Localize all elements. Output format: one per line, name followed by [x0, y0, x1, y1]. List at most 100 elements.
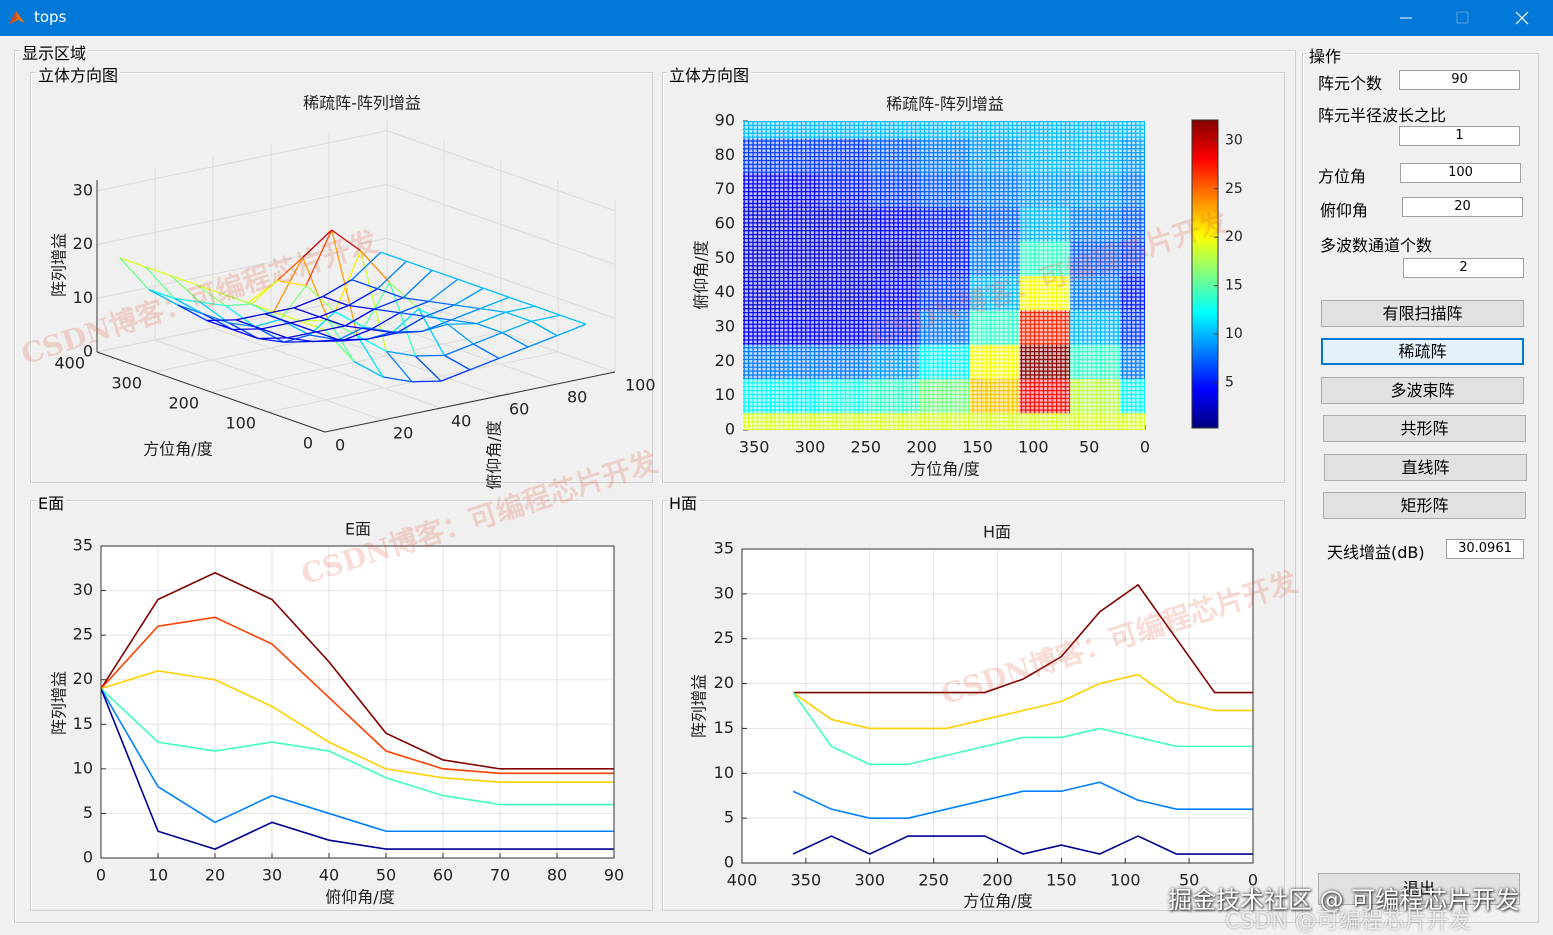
mesh-edge	[402, 269, 433, 299]
colorbar-tick-label: 10	[1225, 326, 1243, 342]
button[interactable]: 多波束阵	[1321, 377, 1524, 404]
mesh-edge	[505, 311, 532, 322]
y-tick-label: 20	[714, 673, 734, 692]
mesh-edge	[454, 287, 484, 306]
mesh-edge	[370, 312, 401, 331]
text-input[interactable]: 2	[1403, 258, 1524, 278]
x-tick-label: 10	[148, 866, 168, 885]
mesh-edge	[280, 318, 310, 336]
y-tick-label: 35	[714, 539, 734, 558]
mesh-edge	[380, 251, 407, 262]
y-tick-label: 100	[625, 376, 656, 395]
colorbar	[1191, 119, 1219, 429]
mesh-edge	[196, 284, 223, 295]
series-line	[100, 616, 614, 775]
mesh-edge	[473, 343, 500, 359]
mesh-edge	[374, 308, 400, 314]
text-input[interactable]: 100	[1400, 163, 1521, 183]
mesh-edge	[483, 287, 510, 298]
y-tick-label: 25	[714, 628, 734, 647]
text-input[interactable]: 90	[1399, 70, 1520, 90]
z-axis-label: 阵列增益	[50, 233, 69, 297]
y-tick-label: 60	[509, 400, 529, 419]
mesh-edge	[396, 315, 426, 334]
mesh-edge	[322, 295, 349, 307]
series-line	[100, 669, 614, 784]
z-tick-label: 30	[73, 180, 93, 199]
mesh-edge	[357, 335, 387, 352]
exit-button[interactable]: 退出	[1318, 873, 1520, 905]
mesh-edge	[351, 251, 382, 281]
mesh-edge	[505, 305, 535, 313]
series-line	[100, 571, 614, 770]
grid-line	[96, 184, 388, 245]
mesh-edge	[411, 380, 442, 383]
button[interactable]: 共形阵	[1323, 415, 1526, 442]
mesh-edge	[415, 354, 445, 357]
mesh-edge	[200, 301, 226, 307]
mesh-edge	[531, 314, 561, 322]
text-input[interactable]: 1	[1399, 126, 1520, 146]
grid-line	[96, 130, 388, 192]
mesh-edge	[232, 328, 259, 340]
mesh-edge	[225, 305, 256, 328]
mesh-edge	[560, 314, 587, 325]
mesh-edge	[373, 297, 404, 310]
mesh-edge	[351, 279, 378, 290]
y-tick-label: 20	[393, 424, 413, 443]
x-tick-label: 90	[604, 866, 624, 885]
x-axis-label: 方位角/度	[143, 440, 212, 459]
chart-title: H面	[983, 523, 1011, 542]
button[interactable]: 稀疏阵	[1321, 338, 1524, 365]
mesh-edge	[261, 322, 291, 330]
x-tick-label: 250	[918, 871, 949, 890]
text-input[interactable]: 20	[1402, 197, 1523, 217]
series-line	[100, 688, 614, 833]
window-buttons[interactable]	[1390, 0, 1553, 36]
y-tick-label: 0	[725, 420, 735, 439]
mesh-edge	[250, 280, 278, 305]
field-label: 阵元半径波长之比	[1318, 106, 1447, 125]
mesh-edge	[290, 316, 320, 324]
mesh-edge	[177, 304, 204, 315]
mesh-edge	[444, 354, 471, 371]
y-tick-label: 50	[715, 248, 735, 267]
mesh-edge	[203, 313, 230, 324]
button[interactable]: 直线阵	[1324, 454, 1527, 481]
x-tick-label: 300	[111, 374, 142, 393]
title-bar: tops	[0, 0, 1553, 36]
mesh-edge	[276, 280, 307, 287]
panel-title: 立体方向图	[667, 62, 752, 86]
mesh-edge	[309, 334, 339, 341]
mesh-edge	[148, 288, 175, 300]
mesh-edge	[290, 322, 317, 333]
mesh-edge	[479, 307, 506, 313]
gain-label: 天线增益(dB)	[1327, 543, 1425, 562]
button[interactable]: 矩形阵	[1323, 492, 1526, 519]
mesh-edge	[396, 330, 423, 334]
field-label: 阵元个数	[1318, 74, 1383, 93]
grid-line	[154, 339, 384, 421]
mesh-edge	[406, 260, 433, 271]
mesh-edge	[299, 319, 329, 322]
mesh-edge	[367, 332, 397, 340]
plot-frame	[741, 548, 1254, 864]
x-tick-label: 40	[319, 866, 339, 885]
y-tick-label: 30	[715, 317, 735, 336]
y-tick-label: 80	[567, 388, 587, 407]
group-title: 操作	[1307, 43, 1344, 67]
mesh-edge	[302, 257, 329, 321]
mesh-edge	[389, 282, 420, 310]
mesh-edge	[440, 369, 471, 382]
x-axis-label: 俯仰角/度	[325, 888, 394, 907]
colorbar-tick-label: 5	[1225, 374, 1234, 390]
mesh-edge	[315, 331, 342, 342]
mesh-edge	[469, 357, 500, 371]
mesh-edge	[225, 303, 252, 307]
x-tick-label: 50	[1079, 438, 1099, 457]
mesh-edge	[170, 275, 201, 303]
mesh-edge	[473, 332, 503, 345]
button[interactable]: 有限扫描阵	[1321, 300, 1524, 327]
mesh-edge	[324, 329, 355, 362]
